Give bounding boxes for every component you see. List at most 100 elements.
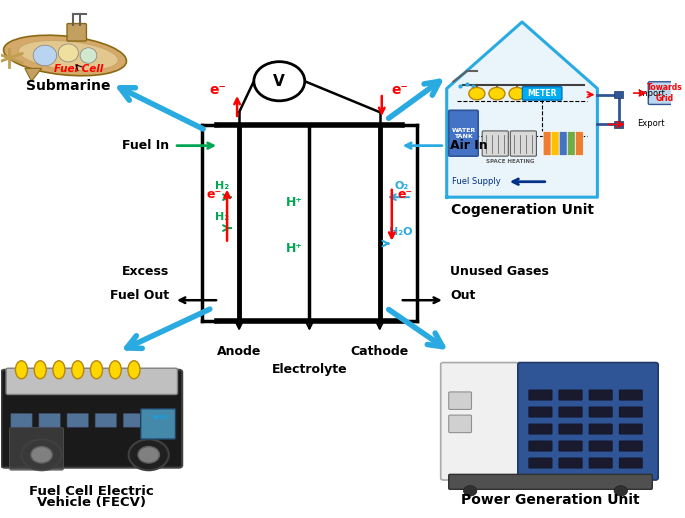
Text: Air In: Air In [450, 139, 488, 152]
Ellipse shape [80, 48, 97, 63]
FancyBboxPatch shape [11, 413, 32, 427]
Text: Fuel Cell: Fuel Cell [54, 64, 103, 75]
Ellipse shape [58, 44, 78, 62]
Polygon shape [25, 68, 42, 81]
Text: H₂O: H₂O [390, 227, 413, 237]
Circle shape [31, 447, 52, 463]
Ellipse shape [109, 361, 121, 379]
Text: Electrolyte: Electrolyte [272, 363, 347, 376]
FancyBboxPatch shape [529, 407, 552, 417]
Text: METER: METER [527, 89, 557, 98]
Circle shape [469, 88, 485, 100]
FancyBboxPatch shape [575, 132, 584, 155]
Text: e⁻: e⁻ [206, 188, 221, 201]
Circle shape [614, 486, 627, 496]
Ellipse shape [53, 361, 65, 379]
Circle shape [129, 439, 169, 470]
FancyBboxPatch shape [440, 363, 521, 480]
Ellipse shape [33, 45, 57, 66]
FancyBboxPatch shape [95, 413, 116, 427]
Text: WATER
TANK: WATER TANK [451, 128, 475, 139]
Text: Vehicle (FECV): Vehicle (FECV) [37, 496, 147, 509]
FancyBboxPatch shape [518, 363, 658, 480]
FancyBboxPatch shape [543, 132, 551, 155]
Circle shape [254, 62, 305, 101]
Ellipse shape [3, 35, 127, 76]
FancyBboxPatch shape [449, 110, 478, 156]
FancyBboxPatch shape [529, 390, 552, 400]
Text: Anode: Anode [217, 345, 261, 358]
FancyBboxPatch shape [589, 390, 612, 400]
Text: e⁻: e⁻ [397, 188, 413, 201]
Text: Fuel Out: Fuel Out [110, 289, 169, 301]
FancyBboxPatch shape [559, 424, 582, 434]
FancyBboxPatch shape [449, 474, 652, 490]
Text: Import: Import [638, 89, 665, 98]
FancyBboxPatch shape [559, 390, 582, 400]
Ellipse shape [90, 361, 103, 379]
Text: Fuel In: Fuel In [122, 139, 169, 152]
Ellipse shape [128, 361, 140, 379]
FancyBboxPatch shape [567, 132, 575, 155]
FancyBboxPatch shape [559, 407, 582, 417]
FancyBboxPatch shape [510, 131, 536, 156]
Circle shape [489, 88, 505, 100]
Ellipse shape [16, 361, 27, 379]
FancyBboxPatch shape [614, 121, 623, 128]
Text: Out: Out [450, 289, 475, 301]
FancyBboxPatch shape [1, 370, 182, 468]
Text: V: V [273, 74, 285, 89]
FancyBboxPatch shape [619, 390, 643, 400]
Text: Towards
Grid: Towards Grid [647, 83, 682, 103]
FancyBboxPatch shape [619, 441, 643, 451]
FancyBboxPatch shape [559, 132, 567, 155]
Text: Excess: Excess [121, 265, 169, 278]
FancyBboxPatch shape [529, 424, 552, 434]
FancyBboxPatch shape [551, 132, 559, 155]
Text: Power Generation Unit: Power Generation Unit [461, 493, 640, 507]
Text: Cathode: Cathode [351, 345, 409, 358]
Circle shape [138, 447, 160, 463]
FancyBboxPatch shape [67, 23, 86, 41]
FancyBboxPatch shape [140, 409, 175, 439]
Ellipse shape [34, 361, 47, 379]
FancyBboxPatch shape [482, 131, 508, 156]
Polygon shape [447, 22, 597, 197]
Ellipse shape [72, 361, 84, 379]
Text: Unused Gases: Unused Gases [450, 265, 549, 278]
FancyBboxPatch shape [614, 91, 623, 98]
FancyBboxPatch shape [589, 441, 612, 451]
FancyBboxPatch shape [559, 441, 582, 451]
Text: Fuel Cell Electric: Fuel Cell Electric [29, 485, 154, 498]
FancyBboxPatch shape [589, 424, 612, 434]
Circle shape [464, 486, 477, 496]
FancyBboxPatch shape [10, 427, 64, 470]
FancyBboxPatch shape [449, 415, 471, 433]
Text: Cogeneration Unit: Cogeneration Unit [451, 203, 593, 217]
Text: H₂: H₂ [215, 181, 229, 191]
Text: Submarine: Submarine [26, 79, 110, 93]
Circle shape [509, 88, 525, 100]
Text: Fuel Supply: Fuel Supply [452, 177, 501, 186]
Text: e⁻: e⁻ [209, 83, 226, 97]
Text: H⁺: H⁺ [286, 196, 303, 209]
FancyBboxPatch shape [6, 368, 177, 395]
FancyBboxPatch shape [123, 413, 145, 427]
Text: e⁻: e⁻ [391, 83, 408, 97]
Text: O₂: O₂ [394, 181, 408, 191]
FancyBboxPatch shape [529, 458, 552, 468]
FancyBboxPatch shape [559, 458, 582, 468]
Text: Export: Export [638, 119, 665, 128]
Text: SPACE HEATING: SPACE HEATING [486, 159, 534, 164]
FancyBboxPatch shape [67, 413, 88, 427]
FancyBboxPatch shape [619, 424, 643, 434]
FancyBboxPatch shape [619, 458, 643, 468]
FancyBboxPatch shape [523, 87, 562, 100]
FancyBboxPatch shape [39, 413, 60, 427]
Text: ΨΦΘΩ: ΨΦΘΩ [151, 415, 169, 420]
Text: H₂: H₂ [215, 212, 229, 222]
Ellipse shape [18, 40, 118, 70]
FancyBboxPatch shape [619, 407, 643, 417]
FancyBboxPatch shape [648, 82, 681, 105]
FancyBboxPatch shape [589, 407, 612, 417]
